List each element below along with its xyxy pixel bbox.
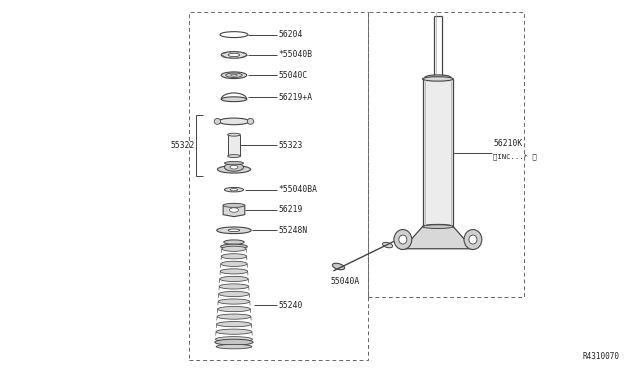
Ellipse shape — [220, 269, 248, 274]
Text: R4310070: R4310070 — [582, 352, 620, 361]
Ellipse shape — [230, 165, 238, 169]
Ellipse shape — [383, 242, 392, 248]
Text: 55323: 55323 — [278, 141, 303, 150]
Ellipse shape — [215, 339, 253, 345]
Ellipse shape — [222, 246, 246, 251]
Text: 56219: 56219 — [278, 205, 303, 215]
Text: 56219+A: 56219+A — [278, 93, 313, 102]
Ellipse shape — [221, 254, 246, 259]
Ellipse shape — [228, 133, 241, 136]
Ellipse shape — [228, 229, 240, 232]
Ellipse shape — [394, 230, 412, 250]
Ellipse shape — [220, 276, 248, 282]
Bar — [228, 135, 241, 156]
Ellipse shape — [225, 163, 244, 171]
Text: *55040B: *55040B — [278, 51, 313, 60]
Polygon shape — [223, 203, 245, 217]
Ellipse shape — [228, 155, 241, 158]
Ellipse shape — [399, 235, 407, 244]
Text: 55040C: 55040C — [278, 71, 308, 80]
Ellipse shape — [247, 118, 253, 124]
Ellipse shape — [221, 244, 247, 249]
Text: 55248N: 55248N — [278, 226, 308, 235]
Ellipse shape — [216, 344, 252, 349]
Text: 55322: 55322 — [170, 141, 195, 150]
Ellipse shape — [219, 291, 249, 296]
Ellipse shape — [220, 284, 249, 289]
Ellipse shape — [214, 118, 221, 124]
Ellipse shape — [422, 77, 453, 81]
Ellipse shape — [217, 227, 251, 234]
Bar — [422, 79, 453, 227]
Ellipse shape — [216, 329, 252, 334]
Ellipse shape — [230, 208, 239, 212]
Ellipse shape — [231, 74, 237, 76]
Ellipse shape — [223, 203, 245, 207]
Ellipse shape — [230, 189, 238, 191]
Ellipse shape — [469, 235, 477, 244]
Ellipse shape — [422, 225, 453, 228]
Ellipse shape — [221, 72, 246, 78]
Text: 55040A: 55040A — [330, 278, 360, 286]
Ellipse shape — [221, 261, 247, 266]
Ellipse shape — [332, 263, 344, 270]
Ellipse shape — [422, 224, 453, 229]
Ellipse shape — [464, 230, 482, 250]
Ellipse shape — [216, 321, 252, 327]
Text: 〈INC...* 〉: 〈INC...* 〉 — [493, 153, 537, 160]
Ellipse shape — [221, 52, 246, 58]
Ellipse shape — [226, 73, 243, 77]
Ellipse shape — [218, 299, 250, 304]
Ellipse shape — [221, 97, 246, 102]
Ellipse shape — [216, 337, 252, 342]
Ellipse shape — [228, 53, 240, 57]
Ellipse shape — [225, 161, 244, 165]
Text: 55240: 55240 — [278, 301, 303, 310]
Ellipse shape — [425, 75, 451, 80]
Polygon shape — [403, 227, 473, 249]
Ellipse shape — [217, 314, 251, 319]
Ellipse shape — [218, 166, 250, 173]
Text: *55040BA: *55040BA — [278, 185, 317, 194]
Ellipse shape — [224, 240, 244, 244]
Ellipse shape — [225, 187, 244, 192]
Text: 56204: 56204 — [278, 30, 303, 39]
Ellipse shape — [219, 118, 249, 125]
Text: 56210K: 56210K — [493, 139, 523, 148]
Ellipse shape — [218, 307, 250, 312]
